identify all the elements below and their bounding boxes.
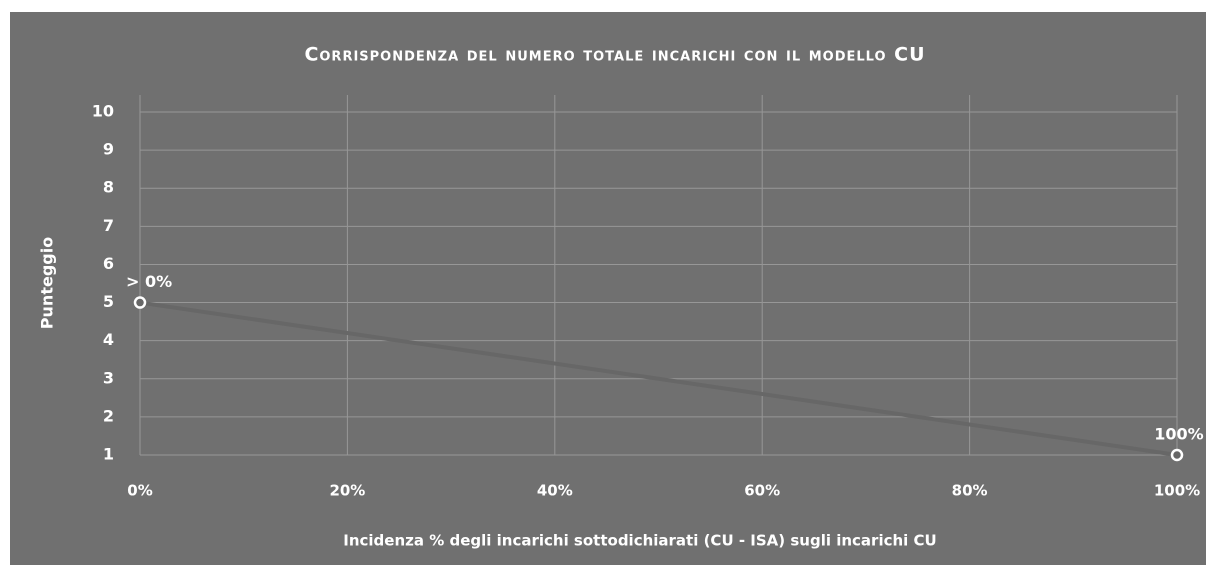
y-tick-label: 5 <box>103 292 114 311</box>
x-tick-label: 100% <box>1154 482 1200 500</box>
data-point <box>133 296 147 309</box>
y-tick-label: 4 <box>103 330 114 349</box>
y-tick-label: 8 <box>103 178 114 197</box>
y-axis-label: Punteggio <box>38 237 57 329</box>
x-tick-label: 60% <box>744 482 780 500</box>
data-label: > 0% <box>126 272 172 291</box>
x-tick-label: 20% <box>329 482 365 500</box>
y-tick-label: 6 <box>103 254 114 273</box>
chart-title: Corrispondenza del numero totale incaric… <box>304 44 925 66</box>
y-tick-label: 1 <box>103 445 114 464</box>
x-tick-label: 0% <box>127 482 152 500</box>
data-line <box>139 300 1178 457</box>
y-tick-label: 3 <box>103 368 114 387</box>
y-tick-label: 10 <box>92 102 114 121</box>
x-axis-label: Incidenza % degli incarichi sottodichiar… <box>343 532 936 550</box>
y-tick-label: 2 <box>103 406 114 425</box>
x-tick-label: 80% <box>952 482 988 500</box>
y-tick-label: 7 <box>103 216 114 235</box>
y-tick-label: 9 <box>103 140 114 159</box>
data-point <box>1170 448 1184 462</box>
data-label: 100% <box>1154 425 1203 444</box>
x-tick-label: 40% <box>537 482 573 500</box>
chart-background <box>10 12 1206 565</box>
